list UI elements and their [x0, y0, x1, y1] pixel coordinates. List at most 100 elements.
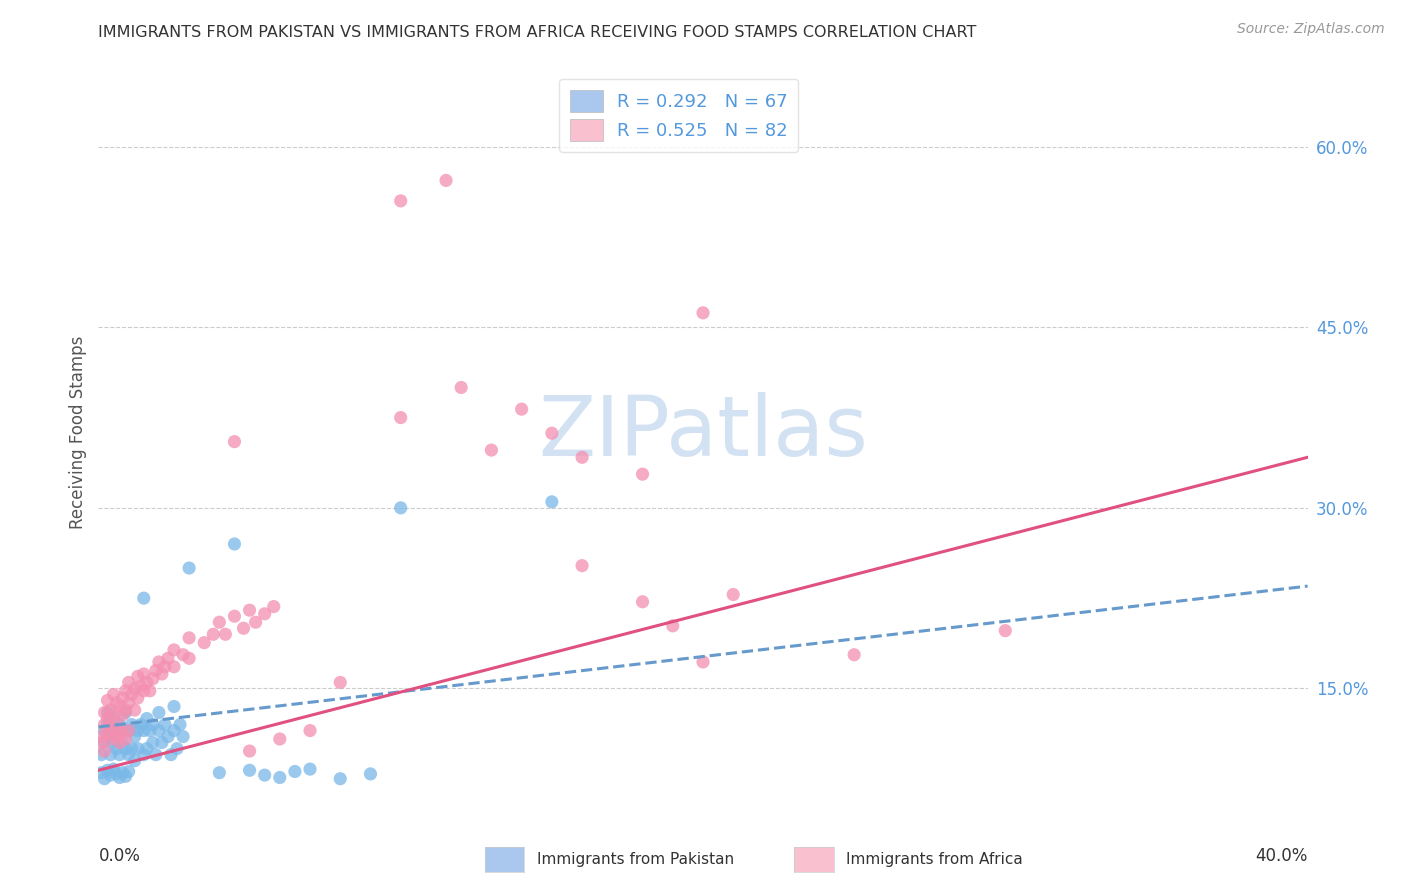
- Point: [692, 306, 714, 320]
- Point: [169, 717, 191, 731]
- Point: [108, 699, 131, 714]
- Point: [208, 765, 231, 780]
- Point: [135, 741, 157, 756]
- Point: [108, 747, 131, 762]
- Point: [90, 730, 112, 744]
- Point: [163, 643, 186, 657]
- Text: Immigrants from Africa: Immigrants from Africa: [846, 853, 1024, 867]
- Point: [96, 717, 118, 731]
- Point: [114, 706, 136, 720]
- Point: [163, 699, 186, 714]
- Point: [121, 741, 143, 756]
- Point: [129, 679, 152, 693]
- Point: [100, 747, 122, 762]
- Point: [108, 717, 131, 731]
- Point: [132, 667, 155, 681]
- Point: [114, 769, 136, 783]
- Point: [103, 688, 125, 702]
- Point: [329, 675, 352, 690]
- Point: [172, 648, 194, 662]
- Point: [100, 720, 122, 734]
- Point: [360, 767, 382, 781]
- Point: [253, 768, 276, 782]
- Point: [93, 772, 115, 786]
- Point: [263, 599, 285, 614]
- Point: [118, 675, 141, 690]
- Point: [103, 723, 125, 738]
- Point: [692, 655, 714, 669]
- Point: [232, 621, 254, 635]
- Point: [100, 730, 122, 744]
- Point: [135, 712, 157, 726]
- Point: [96, 764, 118, 778]
- Point: [111, 726, 134, 740]
- Point: [111, 707, 134, 722]
- Point: [571, 450, 593, 465]
- Point: [389, 194, 412, 208]
- Point: [148, 723, 170, 738]
- Point: [114, 731, 136, 746]
- Point: [93, 717, 115, 731]
- Point: [142, 717, 165, 731]
- Text: IMMIGRANTS FROM PAKISTAN VS IMMIGRANTS FROM AFRICA RECEIVING FOOD STAMPS CORRELA: IMMIGRANTS FROM PAKISTAN VS IMMIGRANTS F…: [98, 26, 977, 40]
- Point: [156, 651, 179, 665]
- Y-axis label: Receiving Food Stamps: Receiving Food Stamps: [69, 336, 87, 529]
- Text: Immigrants from Pakistan: Immigrants from Pakistan: [537, 853, 734, 867]
- Point: [118, 696, 141, 710]
- Point: [145, 747, 167, 762]
- Point: [389, 500, 412, 515]
- Point: [114, 683, 136, 698]
- Text: Source: ZipAtlas.com: Source: ZipAtlas.com: [1237, 22, 1385, 37]
- Point: [96, 727, 118, 741]
- Point: [172, 730, 194, 744]
- Point: [129, 717, 152, 731]
- Point: [150, 736, 173, 750]
- Point: [93, 744, 115, 758]
- Point: [127, 723, 149, 738]
- Point: [163, 659, 186, 673]
- Point: [118, 764, 141, 779]
- Point: [166, 741, 188, 756]
- Point: [481, 443, 503, 458]
- Point: [118, 723, 141, 738]
- Point: [111, 691, 134, 706]
- Point: [96, 693, 118, 707]
- Point: [105, 730, 128, 744]
- Point: [253, 607, 276, 621]
- Point: [103, 736, 125, 750]
- Point: [139, 683, 162, 698]
- Point: [239, 744, 262, 758]
- Point: [450, 380, 472, 394]
- Point: [142, 672, 165, 686]
- Point: [96, 712, 118, 726]
- Point: [121, 688, 143, 702]
- Point: [994, 624, 1017, 638]
- Point: [105, 741, 128, 756]
- Legend: R = 0.292   N = 67, R = 0.525   N = 82: R = 0.292 N = 67, R = 0.525 N = 82: [560, 78, 799, 152]
- Point: [214, 627, 236, 641]
- Point: [269, 771, 291, 785]
- Point: [111, 723, 134, 738]
- Point: [202, 627, 225, 641]
- Text: ZIPatlas: ZIPatlas: [538, 392, 868, 473]
- Point: [103, 762, 125, 776]
- Point: [208, 615, 231, 630]
- Point: [118, 723, 141, 738]
- Point: [100, 768, 122, 782]
- Point: [150, 667, 173, 681]
- Point: [124, 754, 146, 768]
- Point: [284, 764, 307, 779]
- Point: [121, 717, 143, 731]
- Point: [723, 588, 745, 602]
- Point: [142, 736, 165, 750]
- Point: [93, 723, 115, 738]
- Point: [90, 747, 112, 762]
- Point: [111, 736, 134, 750]
- Point: [153, 717, 176, 731]
- Point: [96, 706, 118, 720]
- Point: [631, 595, 654, 609]
- Point: [540, 495, 562, 509]
- Point: [844, 648, 866, 662]
- Point: [224, 609, 246, 624]
- Point: [124, 681, 146, 696]
